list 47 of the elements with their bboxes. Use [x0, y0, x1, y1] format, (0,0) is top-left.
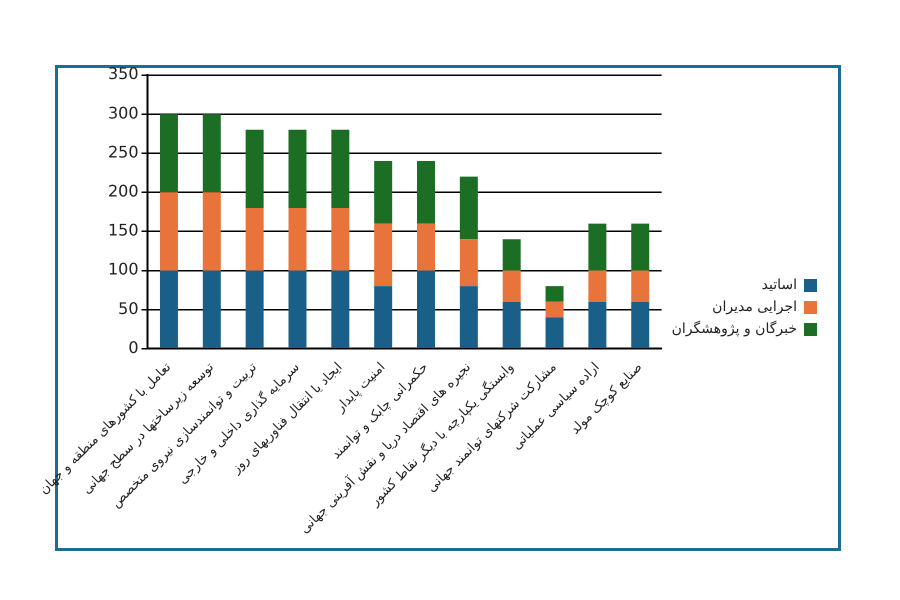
bar — [631, 302, 650, 348]
bar — [202, 192, 221, 271]
bar — [288, 208, 306, 271]
bar — [588, 270, 606, 302]
bar — [631, 270, 650, 302]
bar — [288, 130, 306, 208]
bar — [546, 317, 564, 348]
y-tick-label: 50 — [118, 298, 139, 318]
bar — [374, 286, 392, 348]
bar — [631, 224, 650, 271]
bar — [460, 286, 478, 348]
bar — [160, 192, 178, 271]
bar — [588, 224, 606, 271]
bar — [331, 270, 350, 348]
bar — [202, 114, 221, 192]
bar — [331, 208, 350, 271]
bar — [546, 302, 564, 318]
bar — [246, 130, 264, 208]
bar — [502, 270, 521, 302]
bar — [546, 286, 564, 302]
bar — [160, 270, 178, 348]
legend-label: خبرگان و پژوهشگران — [672, 320, 797, 338]
bar — [331, 130, 350, 208]
bar — [460, 176, 478, 240]
bar — [502, 302, 521, 348]
bar — [246, 270, 264, 348]
bar — [588, 302, 606, 348]
bar — [160, 114, 178, 192]
bar — [374, 224, 392, 286]
bar — [417, 161, 436, 224]
bar — [374, 161, 392, 224]
y-tick-label: 350 — [108, 64, 139, 84]
bar — [417, 270, 436, 348]
legend-label: اجرایی مدیران — [712, 299, 797, 316]
legend-label: اساتید — [762, 277, 797, 294]
y-tick-label: 200 — [108, 181, 139, 200]
bar — [202, 270, 221, 348]
y-tick-label: 0 — [128, 338, 139, 357]
y-tick-label: 250 — [108, 142, 139, 162]
y-tick-label: 100 — [108, 260, 139, 279]
bar — [460, 239, 478, 286]
bar — [288, 270, 306, 348]
bar — [246, 208, 264, 271]
y-tick-label: 150 — [108, 220, 139, 240]
y-tick-label: 300 — [108, 103, 139, 122]
bar — [502, 239, 521, 271]
bar — [417, 224, 436, 271]
